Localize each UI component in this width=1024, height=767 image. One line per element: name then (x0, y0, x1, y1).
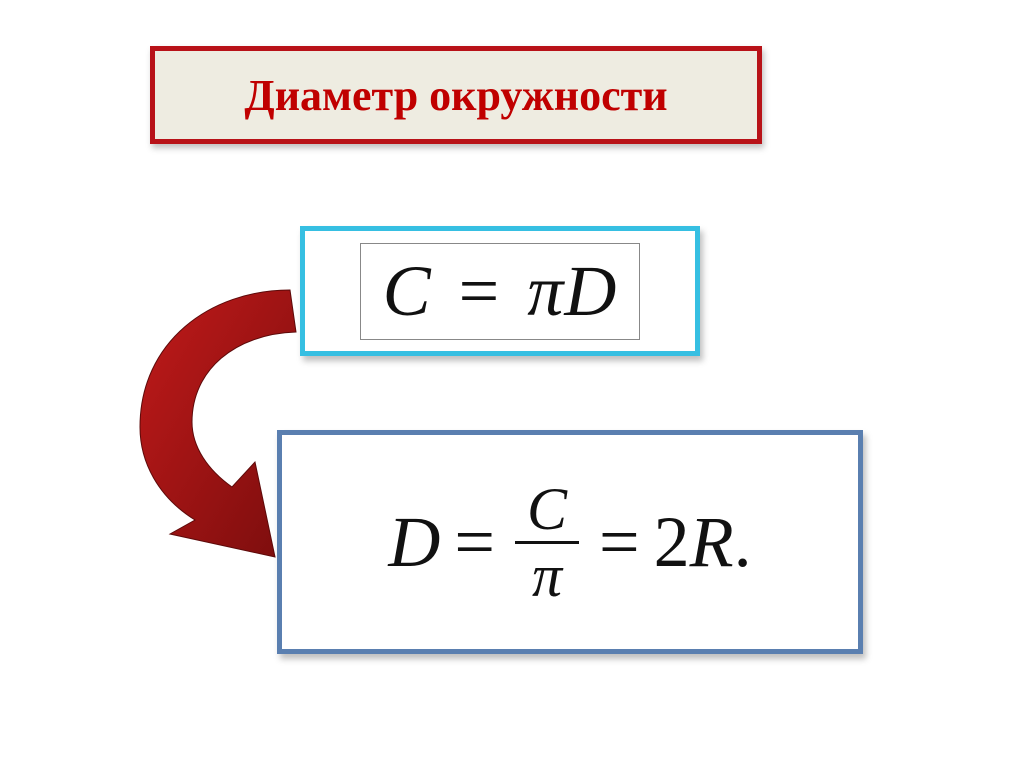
formula2-equals-1: = (454, 501, 495, 584)
formula2-lhs: D (388, 501, 440, 584)
title-box: Диаметр окружности (150, 46, 762, 144)
formula-c-equals-pi-d-box: C = πD (300, 226, 700, 356)
formula2-denominator: π (520, 544, 574, 608)
title-text: Диаметр окружности (244, 70, 667, 121)
formula-d-equals-c-over-pi-box: D = C π = 2R. (277, 430, 863, 654)
formula1-lhs: C (383, 251, 432, 331)
formula2-R: R (690, 502, 734, 582)
formula2-expression: D = C π = 2R. (388, 477, 751, 608)
formula2-dot: . (734, 502, 752, 582)
formula2-numerator: C (515, 477, 579, 541)
formula2-two: 2 (654, 502, 690, 582)
formula2-fraction: C π (515, 477, 579, 608)
formula1-equals: = (459, 251, 501, 331)
formula1-D: D (564, 251, 617, 331)
formula2-equals-2: = (599, 501, 640, 584)
formula2-2R: 2R. (654, 501, 752, 584)
formula1-pi: π (527, 251, 564, 331)
formula1-inner-border: C = πD (360, 243, 641, 340)
formula1-rhs: πD (527, 251, 617, 331)
formula1-expression: C = πD (383, 250, 618, 333)
